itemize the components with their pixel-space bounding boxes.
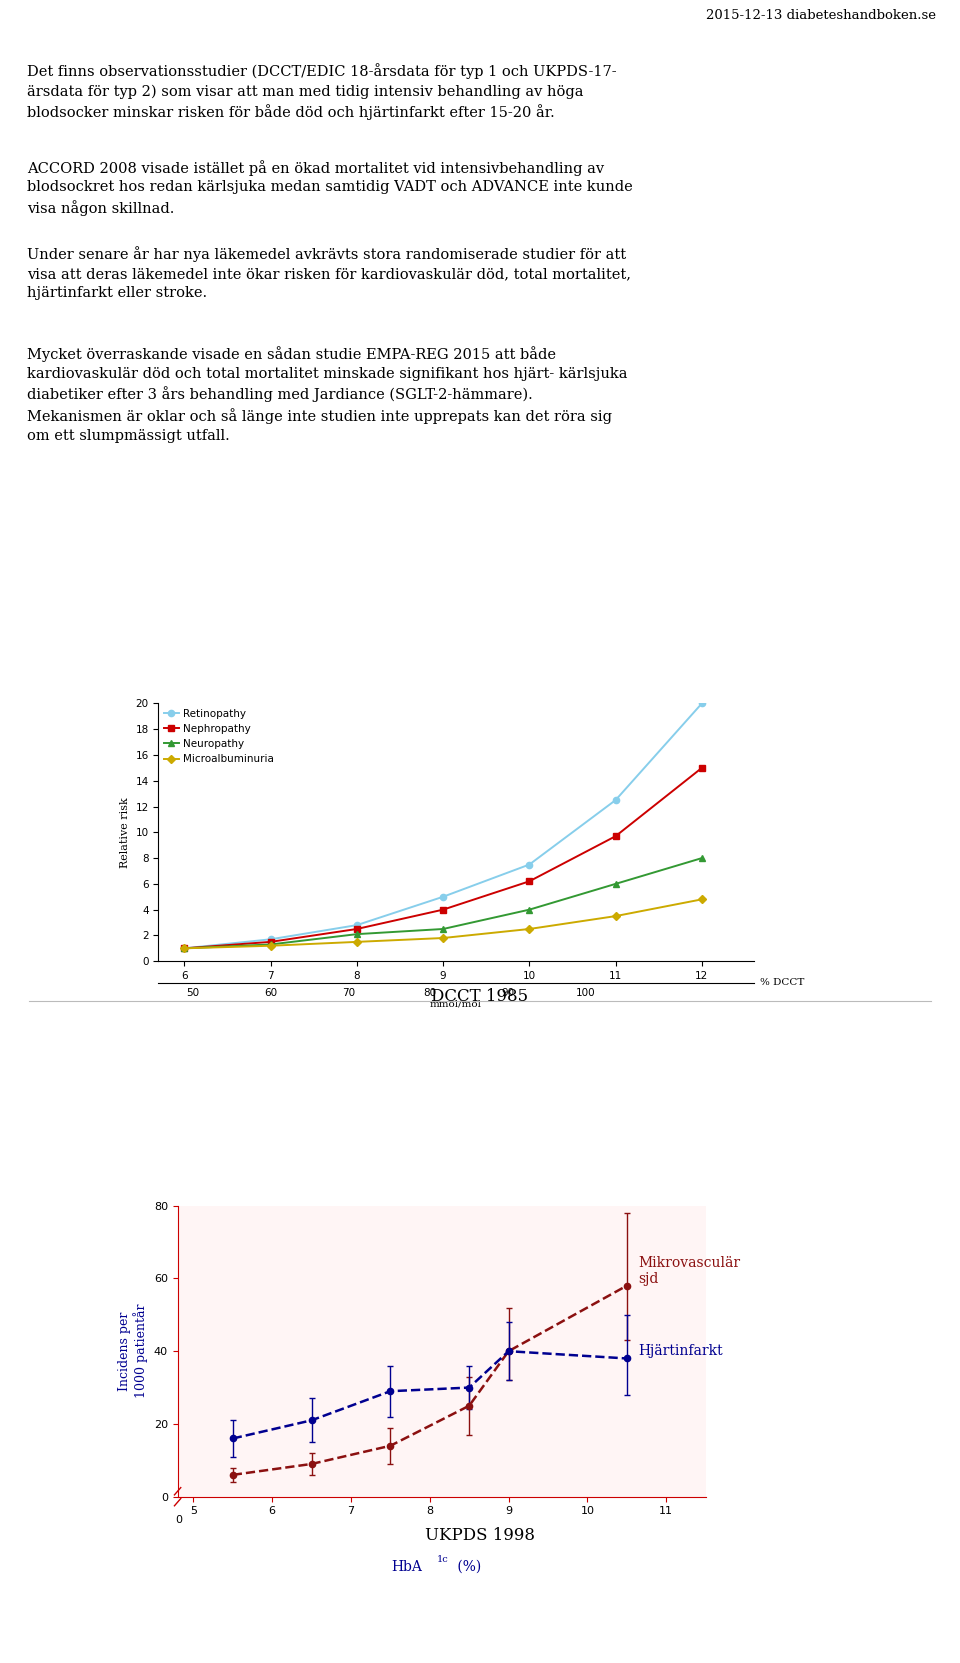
Microalbuminuria <box>523 920 535 940</box>
Text: % DCCT: % DCCT <box>759 978 804 986</box>
Text: Mycket överraskande visade en sådan studie EMPA-REG 2015 att både
kardiovaskulär: Mycket överraskande visade en sådan stud… <box>27 346 628 442</box>
Nephropathy <box>696 758 708 778</box>
Nephropathy <box>179 938 190 958</box>
Line: Microalbuminuria: Microalbuminuria <box>181 896 705 951</box>
Microalbuminuria <box>438 928 449 948</box>
Text: HbA: HbA <box>392 1560 422 1573</box>
Retinopathy <box>438 886 449 906</box>
Neuropathy <box>351 925 363 945</box>
Text: UKPDS 1998: UKPDS 1998 <box>425 1527 535 1543</box>
Neuropathy <box>438 920 449 940</box>
Text: (%): (%) <box>453 1560 481 1573</box>
Text: 2015-12-13 diabeteshandboken.se: 2015-12-13 diabeteshandboken.se <box>706 8 936 22</box>
Text: DCCT 1985: DCCT 1985 <box>431 988 529 1004</box>
Neuropathy <box>523 900 535 920</box>
Neuropathy <box>696 848 708 868</box>
Microalbuminuria <box>610 906 621 926</box>
Nephropathy <box>610 827 621 846</box>
Line: Nephropathy: Nephropathy <box>181 765 705 951</box>
Neuropathy <box>610 875 621 895</box>
Text: 0: 0 <box>176 1515 182 1525</box>
Nephropathy <box>351 920 363 940</box>
Neuropathy <box>179 938 190 958</box>
Text: Under senare år har nya läkemedel avkrävts stora randomiserade studier för att
v: Under senare år har nya läkemedel avkräv… <box>27 246 631 299</box>
Text: Det finns observationsstudier (DCCT/EDIC 18-årsdata för typ 1 och UKPDS-17-
ärsd: Det finns observationsstudier (DCCT/EDIC… <box>27 63 616 120</box>
Neuropathy <box>265 935 276 955</box>
Nephropathy <box>523 871 535 891</box>
Y-axis label: Relative risk: Relative risk <box>120 797 130 868</box>
Retinopathy <box>351 915 363 935</box>
Legend: Retinopathy, Nephropathy, Neuropathy, Microalbuminuria: Retinopathy, Nephropathy, Neuropathy, Mi… <box>163 708 275 765</box>
Microalbuminuria <box>351 931 363 951</box>
Y-axis label: Incidens per
1000 patientår: Incidens per 1000 patientår <box>118 1304 148 1399</box>
Microalbuminuria <box>696 890 708 910</box>
Microalbuminuria <box>265 936 276 956</box>
Line: Retinopathy: Retinopathy <box>181 700 705 951</box>
Line: Neuropathy: Neuropathy <box>181 855 705 951</box>
Microalbuminuria <box>179 938 190 958</box>
Nephropathy <box>265 931 276 951</box>
Retinopathy <box>265 930 276 950</box>
Nephropathy <box>438 900 449 920</box>
Retinopathy <box>179 938 190 958</box>
Retinopathy <box>523 855 535 875</box>
X-axis label: mmol/mol: mmol/mol <box>430 999 482 1009</box>
Text: Hjärtinfarkt: Hjärtinfarkt <box>638 1344 723 1359</box>
Text: Mikrovasculär
sjd: Mikrovasculär sjd <box>638 1256 741 1285</box>
Retinopathy <box>610 790 621 810</box>
Retinopathy <box>696 693 708 713</box>
Text: 1c: 1c <box>437 1555 448 1563</box>
Text: ACCORD 2008 visade istället på en ökad mortalitet vid intensivbehandling av
blod: ACCORD 2008 visade istället på en ökad m… <box>27 160 633 216</box>
